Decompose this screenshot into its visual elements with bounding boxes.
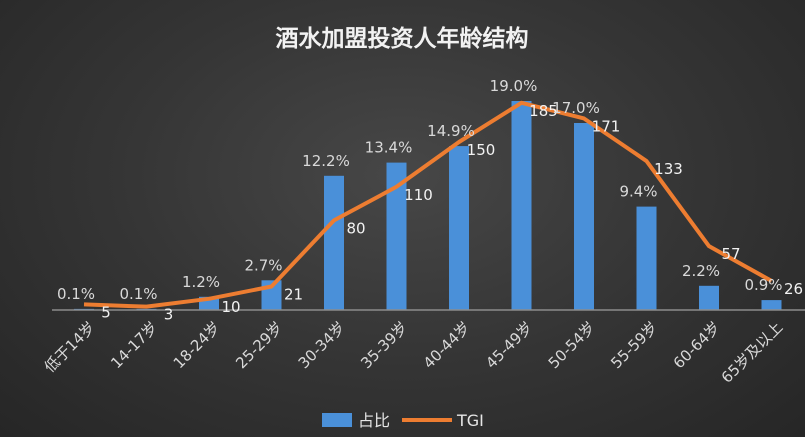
category-label-4: 30-34岁 [295, 318, 349, 372]
category-label-3: 25-29岁 [232, 318, 286, 372]
bar-label-7: 19.0% [490, 77, 538, 95]
bar-9 [636, 206, 657, 310]
category-label-8: 50-54岁 [545, 318, 599, 372]
bar-label-3: 2.7% [244, 256, 282, 274]
legend-label-bar: 占比 [358, 411, 390, 430]
line-label-4: 80 [346, 219, 365, 237]
category-label-6: 40-44岁 [420, 318, 474, 372]
bar-6 [449, 146, 469, 310]
bar-8 [574, 123, 594, 310]
line-label-10: 57 [721, 245, 740, 263]
bar-label-10: 2.2% [682, 262, 720, 280]
bar-5 [386, 162, 407, 310]
line-label-1: 3 [164, 306, 174, 324]
category-label-9: 55-59岁 [607, 318, 661, 372]
line-label-0: 5 [101, 303, 111, 321]
line-label-11: 26 [784, 280, 803, 298]
line-label-6: 150 [467, 141, 496, 159]
line-label-8: 171 [592, 117, 621, 135]
bar-7 [511, 101, 532, 310]
tgi-line [83, 100, 773, 309]
category-label-10: 60-64岁 [670, 318, 724, 372]
bar-label-11: 0.9% [744, 276, 782, 294]
bar-label-6: 14.9% [427, 122, 475, 140]
legend: 占比 TGI [322, 411, 484, 430]
line-label-9: 133 [654, 160, 683, 178]
category-label-0: 低于14岁 [41, 318, 99, 376]
bar-label-4: 12.2% [302, 152, 350, 170]
bar-label-8: 17.0% [552, 99, 600, 117]
chart-title: 酒水加盟投资人年龄结构 [276, 25, 529, 52]
line-label-2: 10 [221, 298, 240, 316]
bar-label-2: 1.2% [182, 273, 220, 291]
line-label-5: 110 [404, 186, 433, 204]
legend-swatch-bar [322, 413, 352, 427]
bar-label-9: 9.4% [619, 183, 657, 201]
bar-11 [761, 300, 782, 310]
bar-10 [699, 285, 719, 310]
bar-label-1: 0.1% [119, 285, 157, 303]
bar-label-0: 0.1% [57, 285, 95, 303]
category-label-11: 65岁及以上 [718, 318, 787, 387]
bar-label-5: 13.4% [365, 139, 413, 157]
category-label-2: 18-24岁 [170, 318, 224, 372]
category-label-5: 35-39岁 [357, 318, 411, 372]
legend-label-line: TGI [456, 411, 484, 430]
category-label-7: 45-49岁 [482, 318, 536, 372]
line-label-7: 185 [529, 102, 558, 120]
category-label-1: 14-17岁 [107, 318, 161, 372]
bar-4 [324, 175, 344, 310]
line-label-3: 21 [284, 285, 303, 303]
